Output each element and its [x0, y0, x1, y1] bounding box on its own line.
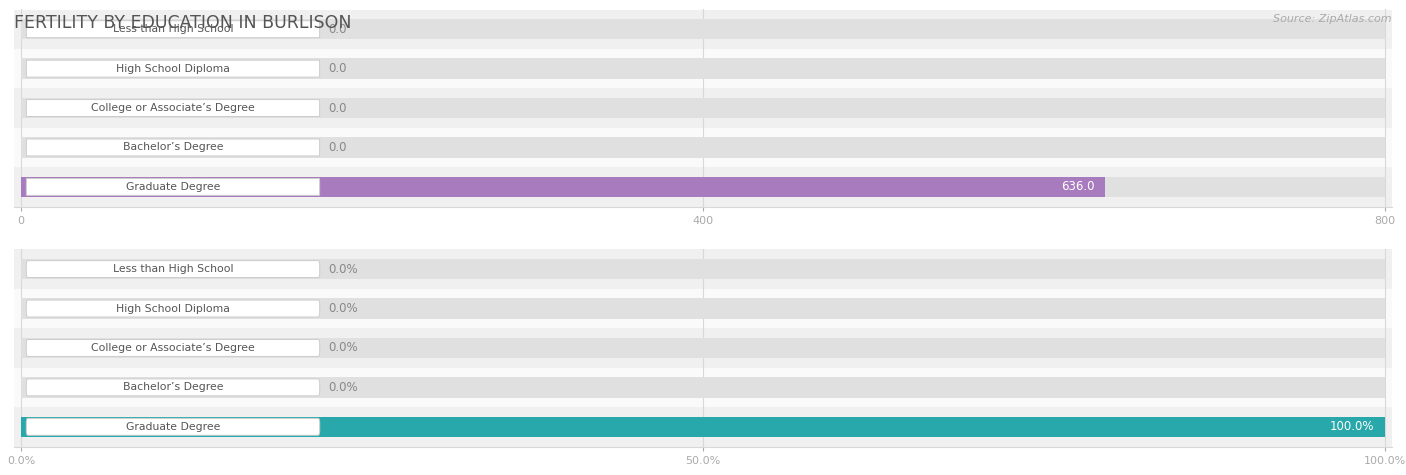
Text: College or Associate’s Degree: College or Associate’s Degree [91, 103, 254, 113]
Bar [14, 407, 1392, 446]
Bar [21, 98, 1385, 118]
FancyBboxPatch shape [27, 179, 319, 195]
Bar [21, 338, 1385, 358]
FancyBboxPatch shape [27, 261, 319, 277]
FancyBboxPatch shape [27, 379, 319, 396]
Bar [14, 368, 1392, 407]
FancyBboxPatch shape [27, 418, 319, 435]
Text: Less than High School: Less than High School [112, 24, 233, 34]
Text: 0.0%: 0.0% [328, 263, 357, 275]
Bar [14, 88, 1392, 128]
Text: 0.0: 0.0 [328, 141, 346, 154]
Bar [14, 167, 1392, 207]
Bar [14, 10, 1392, 49]
Bar [21, 377, 1385, 398]
Bar [14, 249, 1392, 289]
FancyBboxPatch shape [27, 100, 319, 116]
Bar [14, 289, 1392, 328]
Text: 0.0%: 0.0% [328, 342, 357, 354]
Bar [21, 259, 1385, 279]
Bar [14, 128, 1392, 167]
Text: 100.0%: 100.0% [1330, 420, 1374, 433]
Text: 636.0: 636.0 [1062, 180, 1094, 193]
Text: Bachelor’s Degree: Bachelor’s Degree [122, 382, 224, 392]
Text: Less than High School: Less than High School [112, 264, 233, 274]
FancyBboxPatch shape [27, 340, 319, 356]
Bar [14, 328, 1392, 368]
Bar [21, 137, 1385, 158]
Bar [21, 417, 1385, 437]
Text: 0.0: 0.0 [328, 62, 346, 75]
Bar [21, 417, 1385, 437]
FancyBboxPatch shape [27, 21, 319, 38]
Bar [14, 49, 1392, 88]
FancyBboxPatch shape [27, 300, 319, 317]
Bar [21, 58, 1385, 79]
Text: College or Associate’s Degree: College or Associate’s Degree [91, 343, 254, 353]
Text: 0.0%: 0.0% [328, 381, 357, 394]
Bar [21, 177, 1385, 197]
Text: 0.0%: 0.0% [328, 302, 357, 315]
Text: High School Diploma: High School Diploma [117, 304, 231, 314]
Text: 0.0: 0.0 [328, 102, 346, 114]
Bar [21, 177, 1105, 197]
Text: Graduate Degree: Graduate Degree [125, 422, 221, 432]
FancyBboxPatch shape [27, 60, 319, 77]
Bar [21, 298, 1385, 319]
Text: 0.0: 0.0 [328, 23, 346, 36]
Text: High School Diploma: High School Diploma [117, 64, 231, 74]
Text: Source: ZipAtlas.com: Source: ZipAtlas.com [1274, 14, 1392, 24]
Bar [21, 19, 1385, 39]
Text: Graduate Degree: Graduate Degree [125, 182, 221, 192]
FancyBboxPatch shape [27, 139, 319, 156]
Text: FERTILITY BY EDUCATION IN BURLISON: FERTILITY BY EDUCATION IN BURLISON [14, 14, 352, 32]
Text: Bachelor’s Degree: Bachelor’s Degree [122, 142, 224, 152]
